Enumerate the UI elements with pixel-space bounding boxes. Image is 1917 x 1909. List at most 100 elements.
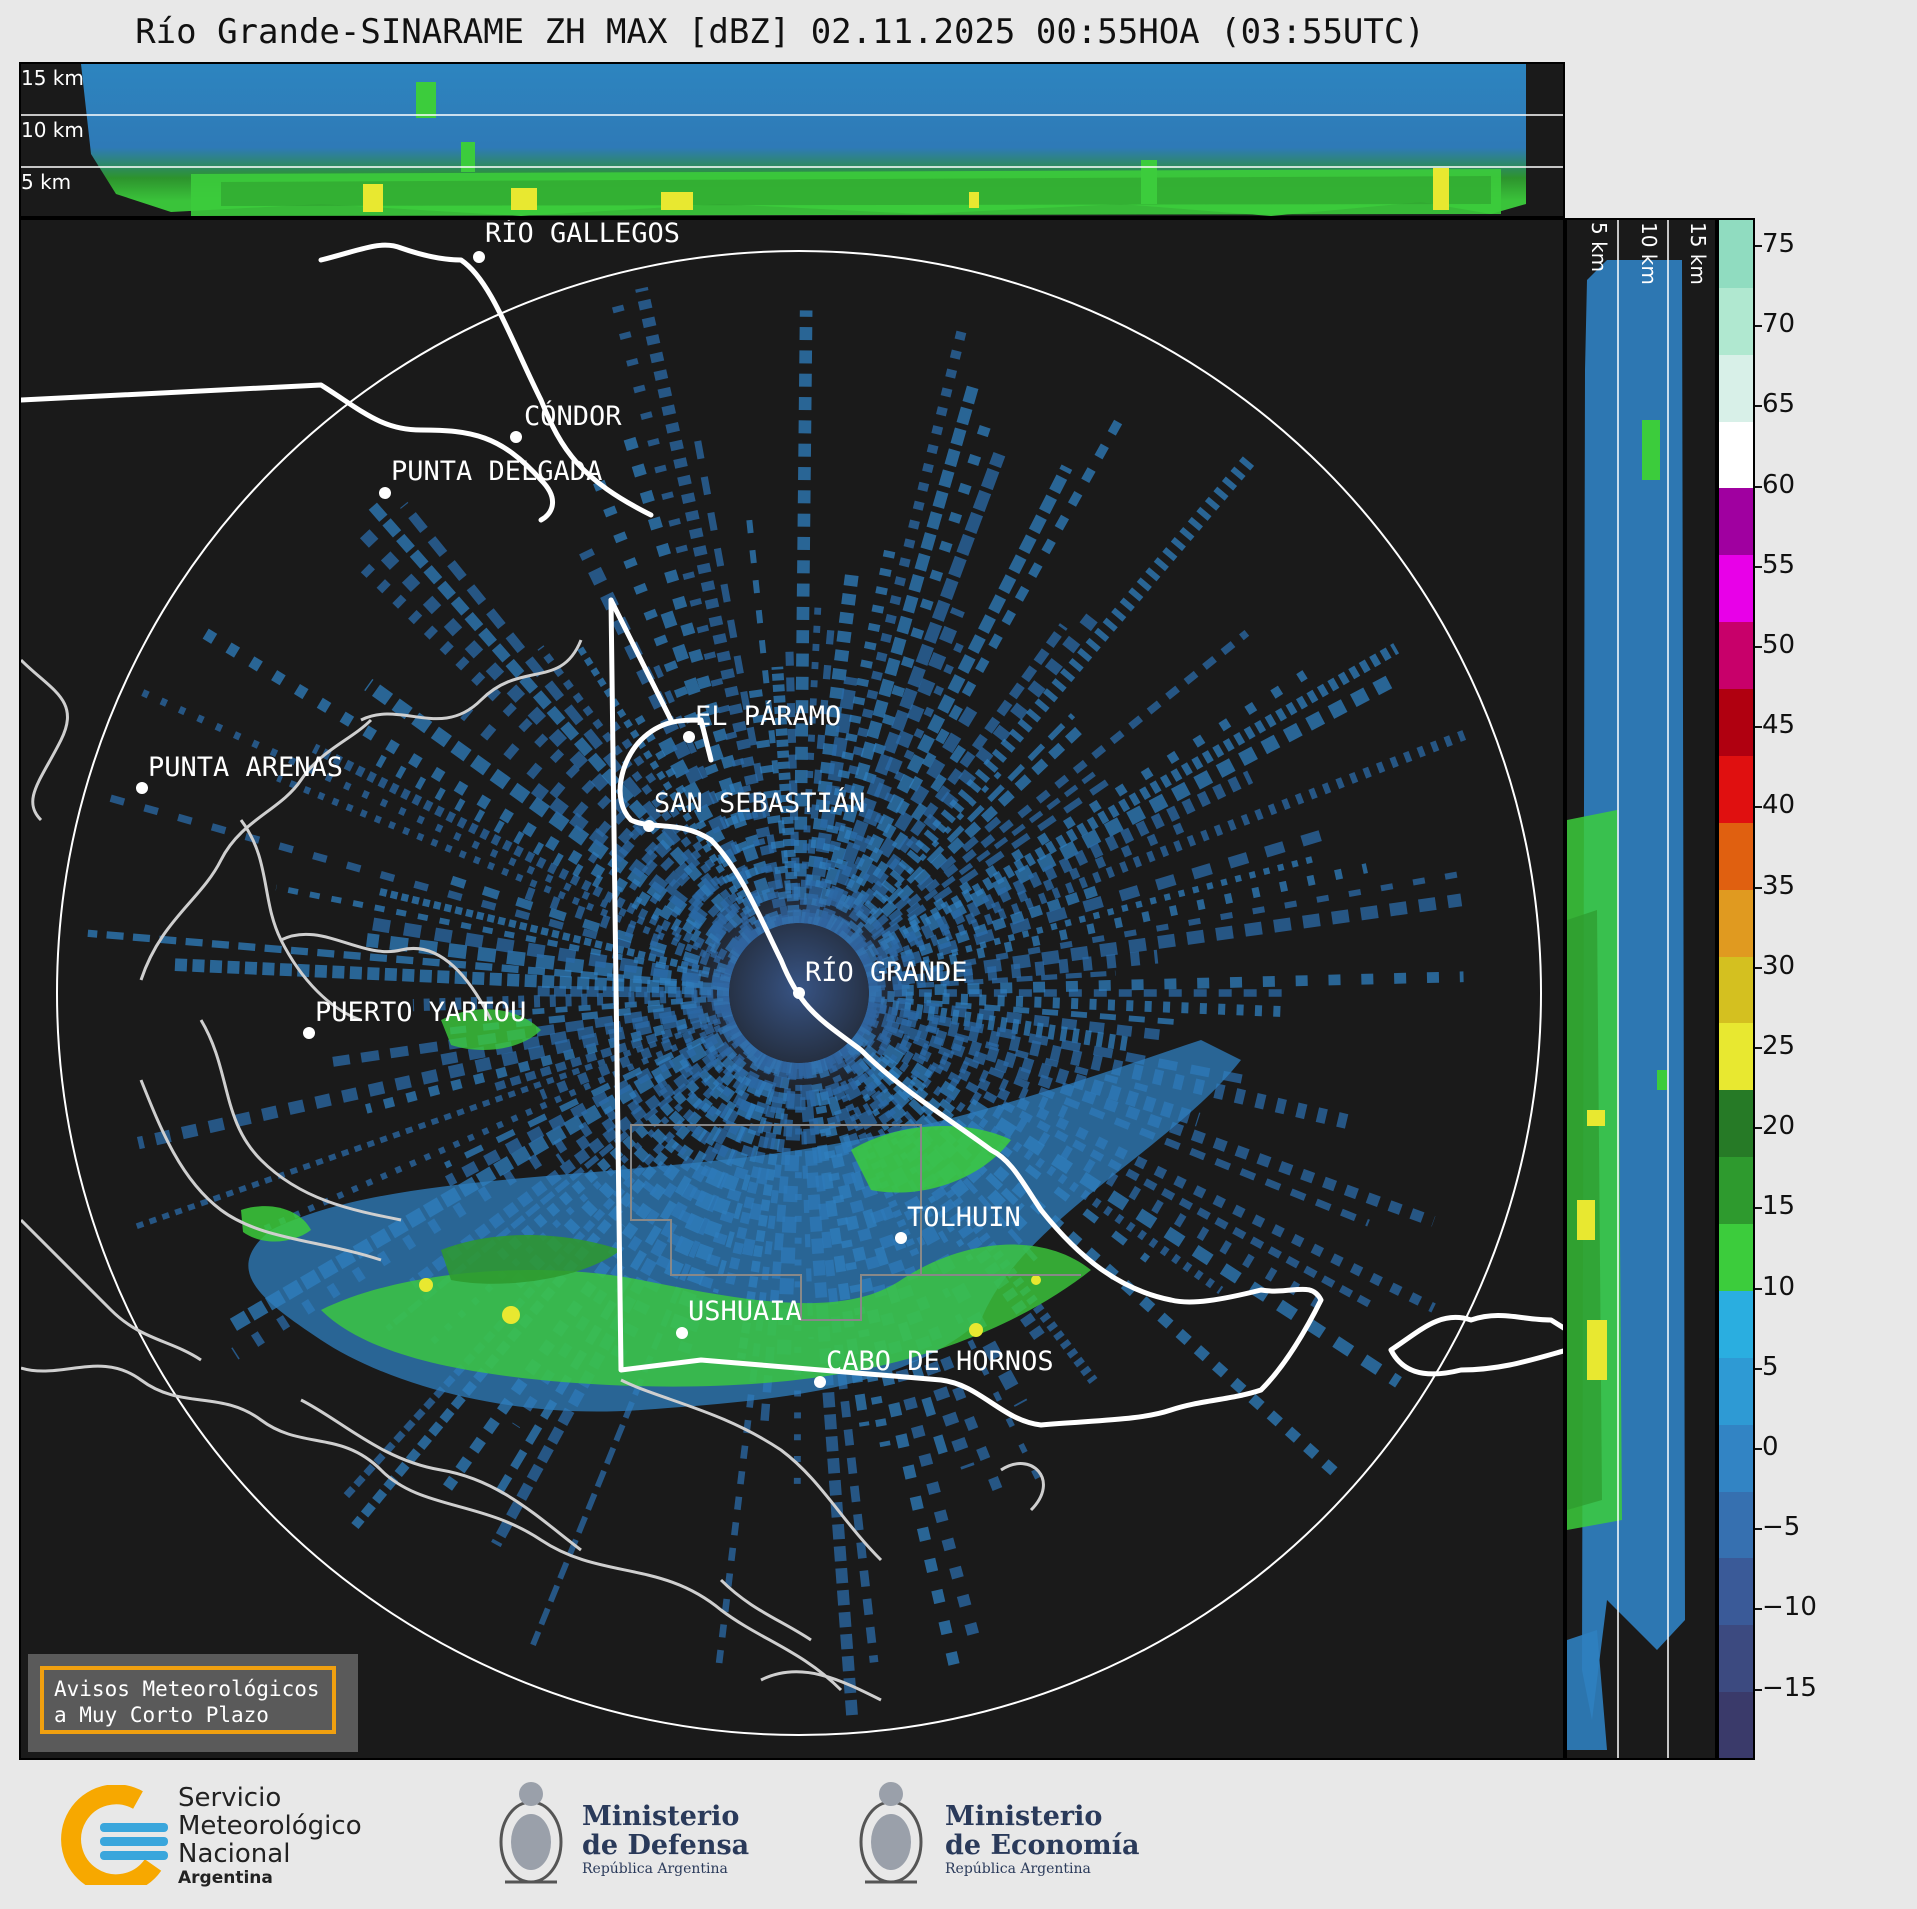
- colorbar-segment: [1719, 1624, 1753, 1693]
- colorbar-segment: [1719, 487, 1753, 556]
- colorbar-tick-mark: [1755, 405, 1762, 408]
- top-label-15km: 15 km: [21, 66, 84, 90]
- colorbar-segment: [1719, 688, 1753, 756]
- radar-echo-ray: [604, 1052, 775, 1372]
- side-label-10km: 10 km: [1637, 222, 1661, 285]
- radar-echo-ray: [353, 522, 756, 947]
- radar-map-panel: RÍO GALLEGOS CÓNDOR PUNTA DELGADA EL PÁR…: [19, 218, 1565, 1760]
- colorbar-tick-mark: [1755, 1127, 1762, 1130]
- colorbar-tick-label: 15: [1762, 1191, 1796, 1222]
- city-label-rio-gallegos: RÍO GALLEGOS: [485, 220, 680, 249]
- radar-echo-ray: [276, 774, 736, 970]
- economia-line-3: República Argentina: [945, 1861, 1091, 1877]
- colorbar-segment: [1719, 1356, 1753, 1425]
- colorbar-tick-mark: [1755, 726, 1762, 729]
- smn-line-2: Meteorológico: [178, 1811, 362, 1841]
- radar-echo-ray: [332, 998, 731, 1067]
- radar-echo-ray: [812, 381, 980, 928]
- defensa-line-1: Ministerio: [582, 1801, 740, 1832]
- top-profile-echoes: [21, 64, 1563, 216]
- city-label-cabo-de-hornos: CABO DE HORNOS: [826, 1346, 1054, 1377]
- defensa-logo-text: Ministerio de Defensa República Argentin…: [582, 1802, 749, 1878]
- colorbar-tick-mark: [1755, 646, 1762, 648]
- colorbar-tick-label: 10: [1762, 1271, 1796, 1302]
- province-border: [630, 1124, 1081, 1321]
- colorbar-tick-mark: [1755, 565, 1762, 568]
- colorbar-tick-label: 40: [1762, 790, 1796, 821]
- colorbar-segment: [1719, 1156, 1753, 1225]
- radar-echo-ray: [793, 310, 813, 924]
- city-markers: [136, 251, 907, 1388]
- radar-echo-ray: [819, 607, 965, 931]
- radar-echo-ray: [444, 1021, 740, 1187]
- colorbar-tick-mark: [1755, 1688, 1762, 1691]
- radar-echo-ray: [747, 680, 796, 925]
- defensa-line-2: de Defensa: [582, 1830, 750, 1861]
- radar-echo-ray: [865, 854, 1321, 979]
- radar-echo-ray: [867, 996, 1131, 1052]
- radar-echo-ray: [859, 770, 1254, 969]
- colorbar-segment: [1719, 1557, 1753, 1626]
- radar-echo-ray: [311, 743, 739, 966]
- colorbar-segment: [1719, 286, 1753, 355]
- colorbar-tick-mark: [1755, 1047, 1762, 1049]
- radar-echo-ray: [868, 971, 1464, 997]
- defensa-seal-icon: [495, 1772, 567, 1896]
- colorbar-segment: [1719, 1223, 1753, 1291]
- radar-map-svg: RÍO GALLEGOS CÓNDOR PUNTA DELGADA EL PÁR…: [21, 220, 1563, 1736]
- city-label-ushuaia: USHUAIA: [688, 1296, 802, 1327]
- radar-echo-ray: [817, 451, 1006, 930]
- city-label-tolhuin: TOLHUIN: [907, 1202, 1021, 1233]
- precipitation-band: [241, 1009, 1241, 1412]
- city-label-puerto-yartou: PUERTO YARTOU: [315, 997, 526, 1028]
- city-label-rio-grande: RÍO GRANDE: [805, 956, 968, 988]
- notice-line-1: Avisos Meteorológicos: [54, 1677, 320, 1701]
- radar-echo-ray: [366, 933, 731, 992]
- radar-range-ring: [56, 250, 1542, 1736]
- radar-echo-ray: [366, 499, 758, 944]
- radar-echo-ray: [829, 413, 1126, 935]
- smn-logo-text: Servicio Meteorológico Nacional Argentin…: [178, 1784, 362, 1888]
- radar-echo-ray: [868, 990, 1292, 1018]
- economia-seal-icon: [855, 1772, 927, 1896]
- colorbar-tick-mark: [1755, 1287, 1762, 1290]
- colorbar-tick-label: 25: [1762, 1031, 1796, 1061]
- colorbar-tick-mark: [1755, 886, 1762, 889]
- radar-echo-ray: [807, 549, 896, 926]
- colorbar-tick-label: 65: [1762, 389, 1796, 420]
- colorbar-tick-label: −5: [1762, 1512, 1801, 1543]
- colorbar-tick-mark: [1755, 245, 1762, 247]
- radar-echo-ray: [433, 1000, 732, 1067]
- radar-echo-ray: [827, 1054, 1048, 1494]
- colorbar-segment: [1719, 621, 1753, 690]
- radar-echo-ray: [868, 995, 1185, 1026]
- radar-echo-ray: [491, 1009, 734, 1092]
- colorbar-segment: [1719, 1022, 1753, 1091]
- colorbar-tick-label: 55: [1762, 549, 1796, 580]
- radar-echo-ray: [369, 751, 741, 965]
- radar-echo-ray: [502, 1038, 755, 1298]
- colorbar-tick-label: 45: [1762, 710, 1796, 741]
- smn-line-1: Servicio: [178, 1783, 282, 1813]
- colorbar-tick-label: 5: [1762, 1351, 1779, 1382]
- radar-echo-ray: [654, 594, 782, 929]
- colorbar-tick-mark: [1755, 1367, 1762, 1370]
- colorbar-segment: [1719, 220, 1753, 288]
- city-label-punta-delgada: PUNTA DELGADA: [391, 456, 602, 487]
- smn-logo: [58, 1784, 168, 1895]
- colorbar-tick-label: 20: [1762, 1111, 1796, 1142]
- colorbar-tick-label: 70: [1762, 309, 1796, 340]
- radar-echo-ray: [648, 653, 774, 931]
- radar-echo-ray: [801, 614, 836, 924]
- colorbar-segment: [1719, 1089, 1753, 1158]
- colorbar-segment: [1719, 955, 1753, 1024]
- radar-echo-ray: [868, 970, 1116, 992]
- colorbar-segment: [1719, 1490, 1753, 1559]
- colorbar-segment: [1719, 420, 1753, 489]
- radar-echo-ray: [135, 1013, 734, 1230]
- radar-echo-ray: [618, 421, 785, 928]
- radar-echo-ray: [846, 713, 1076, 946]
- top-label-5km: 5 km: [21, 170, 72, 194]
- radar-echo-ray: [365, 1006, 733, 1114]
- colorbar-tick-mark: [1755, 806, 1762, 809]
